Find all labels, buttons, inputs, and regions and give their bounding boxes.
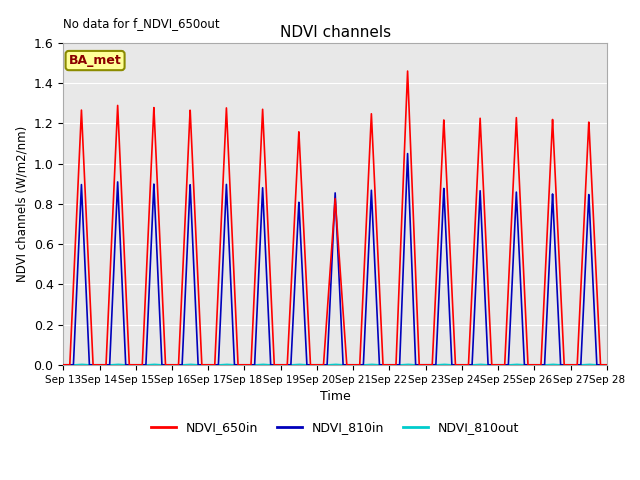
Legend: NDVI_650in, NDVI_810in, NDVI_810out: NDVI_650in, NDVI_810in, NDVI_810out: [146, 416, 524, 439]
Text: BA_met: BA_met: [68, 54, 122, 67]
Text: No data for f_NDVI_650out: No data for f_NDVI_650out: [63, 17, 220, 30]
Y-axis label: NDVI channels (W/m2/nm): NDVI channels (W/m2/nm): [15, 126, 28, 282]
X-axis label: Time: Time: [320, 390, 351, 403]
Title: NDVI channels: NDVI channels: [280, 25, 390, 40]
